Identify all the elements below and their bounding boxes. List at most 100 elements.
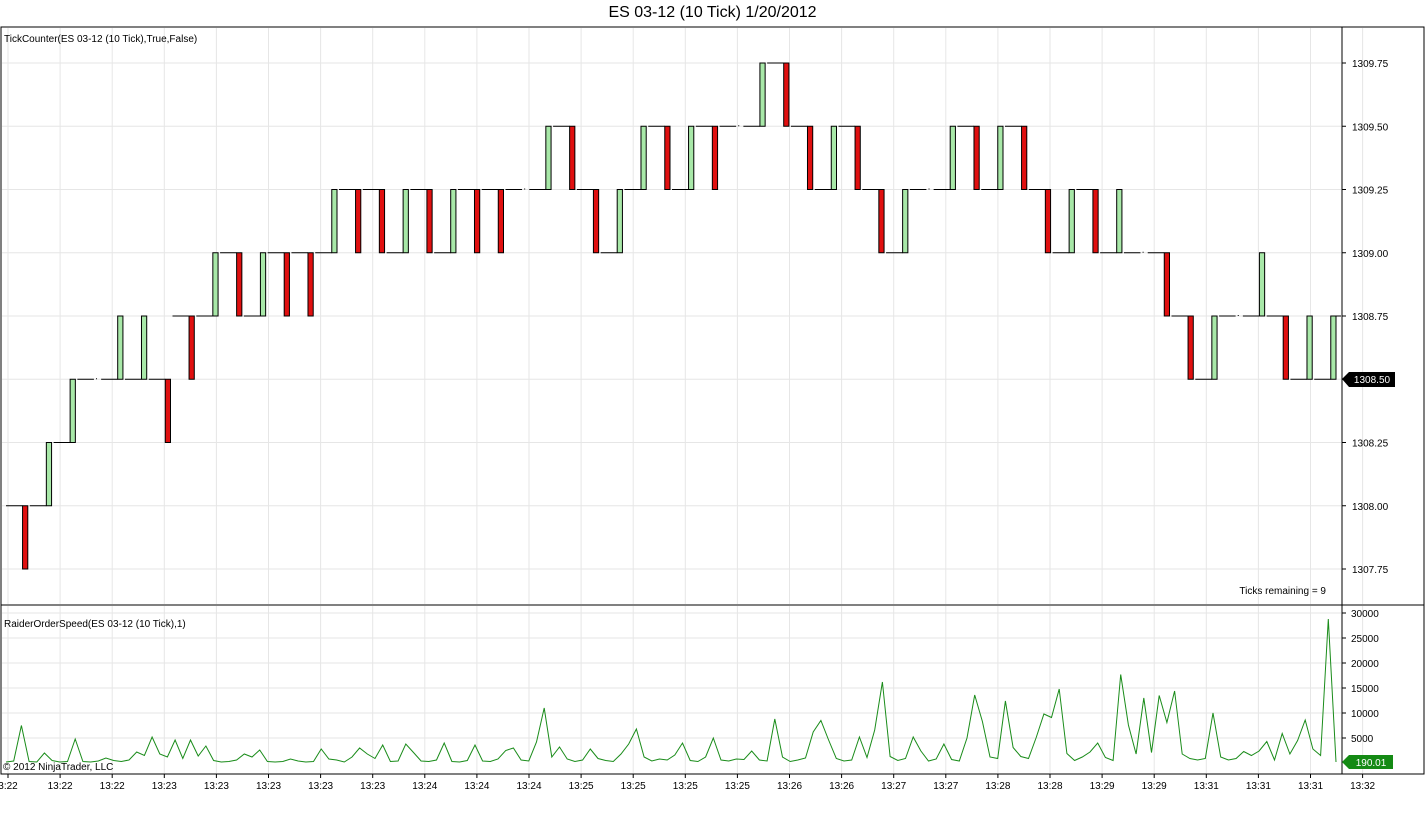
- speed-tick-label: 10000: [1351, 709, 1379, 720]
- time-tick-label: 13:29: [1090, 781, 1115, 792]
- time-tick-label: 13:22: [100, 781, 125, 792]
- up-bar: [1068, 189, 1075, 254]
- down-bar: [426, 189, 433, 254]
- time-tick-label: 13:29: [1142, 781, 1167, 792]
- down-bar: [1163, 252, 1170, 317]
- time-tick-label: 13:25: [569, 781, 594, 792]
- up-bar: [140, 315, 148, 380]
- speed-panel-frame[interactable]: [0, 604, 1425, 775]
- up-bar: [45, 442, 53, 507]
- speed-series: [5, 618, 1337, 763]
- time-tick-label: 13:25: [725, 781, 750, 792]
- down-bar: [164, 378, 171, 443]
- time-tick-label: 13:23: [152, 781, 177, 792]
- time-tick-label: 13:27: [933, 781, 958, 792]
- down-bar: [592, 189, 600, 254]
- speed-tick-label: 25000: [1351, 634, 1379, 645]
- ticks-remaining-label: Ticks remaining = 9: [1239, 586, 1326, 597]
- price-tick-label: 1309.50: [1352, 122, 1389, 133]
- price-tick-label: 1309.25: [1352, 186, 1389, 197]
- speed-axis: 5000 10000 15000 20000 25000 30000: [1342, 609, 1379, 745]
- price-tick-label: 1308.25: [1352, 439, 1389, 450]
- down-bar: [664, 125, 671, 190]
- last-price-value: 1308.50: [1354, 375, 1391, 386]
- down-bar: [473, 189, 481, 254]
- speed-tick-label: 30000: [1351, 609, 1379, 620]
- speed-indicator-label: RaiderOrderSpeed(ES 03-12 (10 Tick),1): [4, 619, 186, 630]
- up-bar: [830, 125, 838, 190]
- up-bar: [1258, 252, 1266, 317]
- time-tick-label: 13:24: [464, 781, 489, 792]
- last-price-badge: 1308.50: [1342, 372, 1395, 387]
- time-tick-label: 13:31: [1194, 781, 1219, 792]
- down-bar: [569, 125, 576, 190]
- price-indicator-label: TickCounter(ES 03-12 (10 Tick),True,Fals…: [4, 34, 197, 45]
- time-tick-label: 13:22: [48, 781, 73, 792]
- time-tick-label: 13:25: [621, 781, 646, 792]
- down-bar: [22, 505, 29, 570]
- speed-tick-label: 20000: [1351, 659, 1379, 670]
- down-bar: [854, 125, 861, 190]
- down-bar: [1021, 125, 1028, 190]
- up-bar: [212, 252, 219, 317]
- up-bar: [688, 125, 695, 190]
- down-bar: [283, 252, 290, 317]
- up-bar: [1330, 315, 1337, 380]
- time-tick-label: 13:23: [204, 781, 229, 792]
- last-speed-badge: 190.01: [1342, 755, 1393, 769]
- price-tick-label: 1308.75: [1352, 312, 1389, 323]
- time-tick-label: 3:22: [0, 781, 18, 792]
- time-tick-label: 13:23: [360, 781, 385, 792]
- time-tick-label: 13:24: [412, 781, 437, 792]
- time-tick-label: 13:26: [777, 781, 802, 792]
- up-bar: [331, 189, 338, 254]
- speed-line: [5, 618, 1337, 763]
- up-bar: [69, 378, 76, 443]
- gridlines: [2, 28, 1364, 773]
- time-tick-label: 13:31: [1246, 781, 1271, 792]
- speed-tick-label: 5000: [1351, 734, 1374, 745]
- time-tick-label: 13:28: [985, 781, 1010, 792]
- down-bar: [307, 252, 314, 317]
- last-speed-value: 190.01: [1356, 758, 1387, 769]
- down-bar: [355, 189, 362, 254]
- down-bar: [711, 125, 719, 190]
- up-bar: [640, 125, 647, 190]
- time-axis: 3:22 13:22 13:22 13:23 13:23 13:23 13:23 13:23 1…: [0, 774, 1376, 792]
- time-tick-label: 13:26: [829, 781, 854, 792]
- chart-title: ES 03-12 (10 Tick) 1/20/2012: [608, 4, 817, 21]
- down-bar: [878, 189, 885, 254]
- down-bar: [497, 189, 505, 254]
- time-tick-label: 13:27: [881, 781, 906, 792]
- down-bar: [378, 189, 386, 254]
- down-bar: [783, 62, 790, 127]
- copyright-label: © 2012 NinjaTrader, LLC: [3, 762, 113, 773]
- up-bar: [1306, 315, 1313, 380]
- down-bar: [1187, 315, 1194, 380]
- down-bar: [1092, 189, 1099, 254]
- time-tick-label: 13:23: [256, 781, 281, 792]
- up-bar: [949, 125, 956, 190]
- time-tick-label: 13:28: [1037, 781, 1062, 792]
- time-tick-label: 13:25: [673, 781, 698, 792]
- down-bar: [973, 125, 980, 190]
- time-tick-label: 13:23: [308, 781, 333, 792]
- time-tick-label: 13:24: [516, 781, 541, 792]
- time-tick-label: 13:31: [1298, 781, 1323, 792]
- down-bar: [236, 252, 243, 317]
- up-bar: [1211, 315, 1218, 380]
- up-bar: [616, 189, 623, 254]
- up-bar: [902, 189, 909, 254]
- up-bar: [545, 125, 552, 190]
- price-tick-label: 1307.75: [1352, 565, 1389, 576]
- up-bar: [117, 315, 124, 380]
- down-bar: [806, 125, 814, 190]
- price-tick-label: 1309.75: [1352, 59, 1389, 70]
- down-bar: [188, 315, 195, 380]
- up-bar: [450, 189, 457, 254]
- time-tick-label: 13:32: [1350, 781, 1375, 792]
- down-bar: [1044, 189, 1052, 254]
- up-bar: [997, 125, 1004, 190]
